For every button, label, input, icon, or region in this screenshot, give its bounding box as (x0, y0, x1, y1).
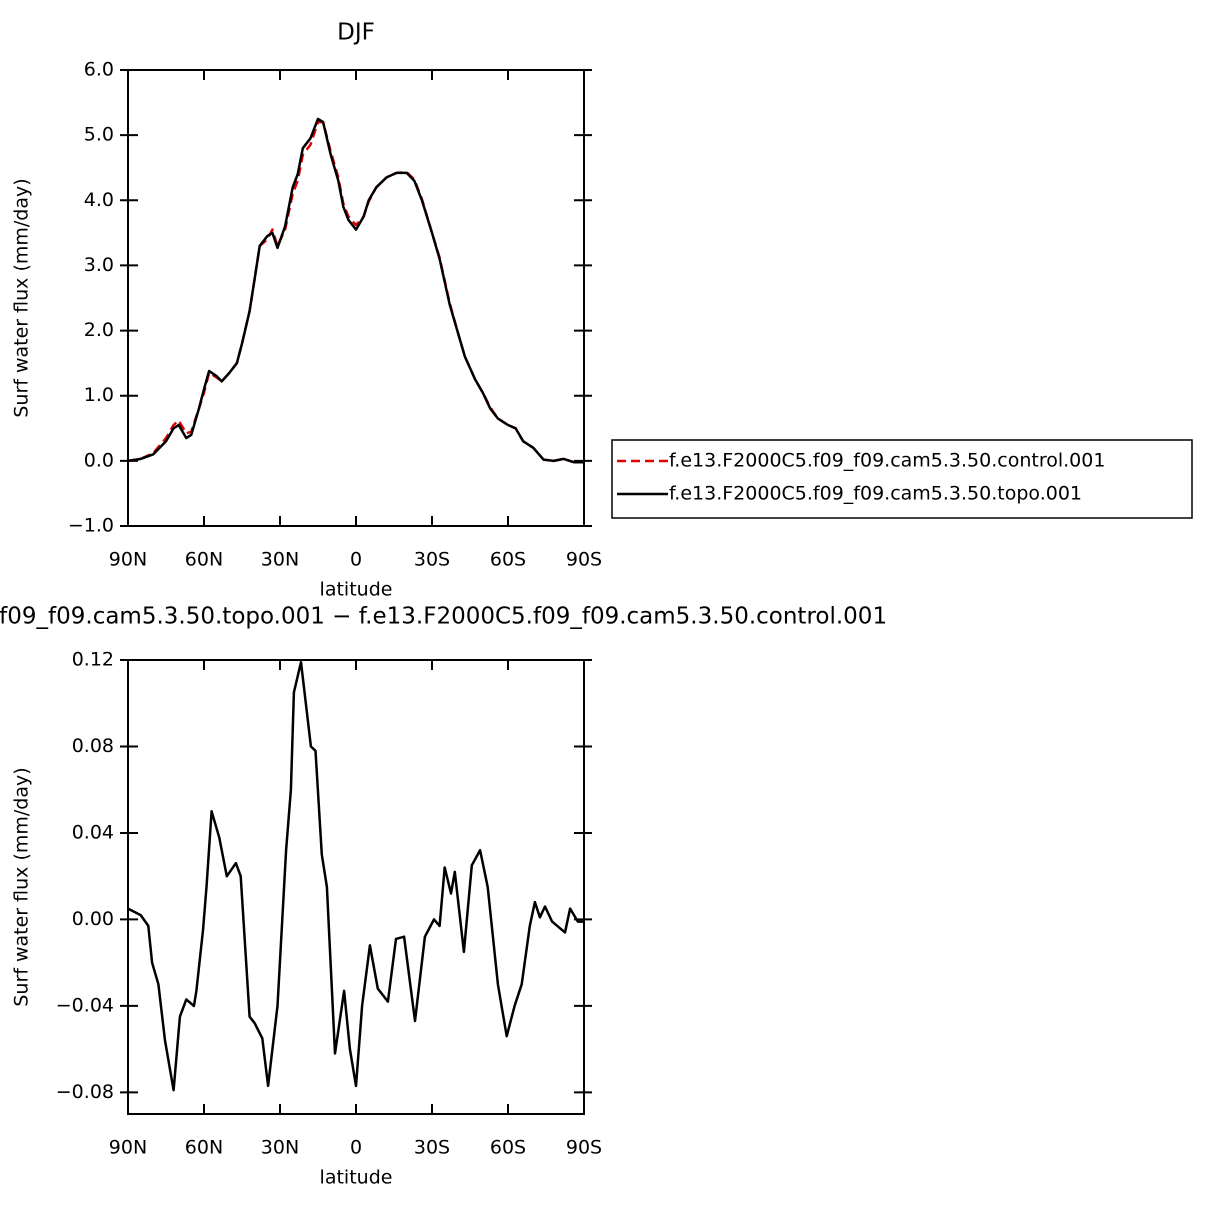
legend-label: f.e13.F2000C5.f09_f09.cam5.3.50.topo.001 (669, 483, 1082, 505)
data-line (127, 120, 584, 464)
plot-frame (127, 69, 585, 527)
y-tick-label: 4.0 (84, 189, 114, 211)
x-tick-label: 60S (490, 1137, 526, 1159)
y-tick-label: 0.00 (72, 908, 114, 930)
x-tick-label: 90S (566, 549, 602, 571)
y-tick-label: 2.0 (84, 319, 114, 341)
y-axis-label: Surf water flux (mm/day) (11, 767, 33, 1006)
y-tick-label: 0.08 (72, 735, 114, 757)
x-tick-label: 90N (109, 1137, 147, 1159)
x-tick-label: 60S (490, 549, 526, 571)
y-tick-label: 5.0 (84, 124, 114, 146)
y-tick-label: −0.08 (56, 1081, 114, 1103)
x-tick-label: 90S (566, 1137, 602, 1159)
data-line (127, 660, 584, 1092)
y-tick-label: 1.0 (84, 384, 114, 406)
y-tick-label: 3.0 (84, 254, 114, 276)
x-tick-label: 0 (350, 1137, 362, 1159)
x-tick-label: 0 (350, 549, 362, 571)
chart-title: DJF (337, 20, 375, 46)
x-tick-label: 90N (109, 549, 147, 571)
x-tick-label: 30S (414, 549, 450, 571)
chart-title: f.e13.F2000C5.f09_f09.cam5.3.50.topo.001… (0, 604, 887, 630)
y-tick-label: 0.04 (72, 821, 114, 843)
x-axis-label: latitude (320, 579, 393, 601)
legend-box (611, 439, 1193, 519)
y-tick-label: 0.0 (84, 449, 114, 471)
plot-frame (127, 659, 585, 1115)
y-tick-label: 0.12 (72, 649, 114, 671)
x-tick-label: 30N (261, 549, 299, 571)
x-tick-label: 60N (185, 549, 223, 571)
data-line (127, 117, 584, 464)
x-tick-label: 30S (414, 1137, 450, 1159)
y-axis-label: Surf water flux (mm/day) (11, 178, 33, 417)
y-tick-label: 6.0 (84, 59, 114, 81)
x-tick-label: 60N (185, 1137, 223, 1159)
y-tick-label: −0.04 (56, 994, 114, 1016)
x-axis-label: latitude (320, 1167, 393, 1189)
x-tick-label: 30N (261, 1137, 299, 1159)
y-tick-label: −1.0 (68, 515, 114, 537)
legend-label: f.e13.F2000C5.f09_f09.cam5.3.50.control.… (669, 450, 1105, 472)
